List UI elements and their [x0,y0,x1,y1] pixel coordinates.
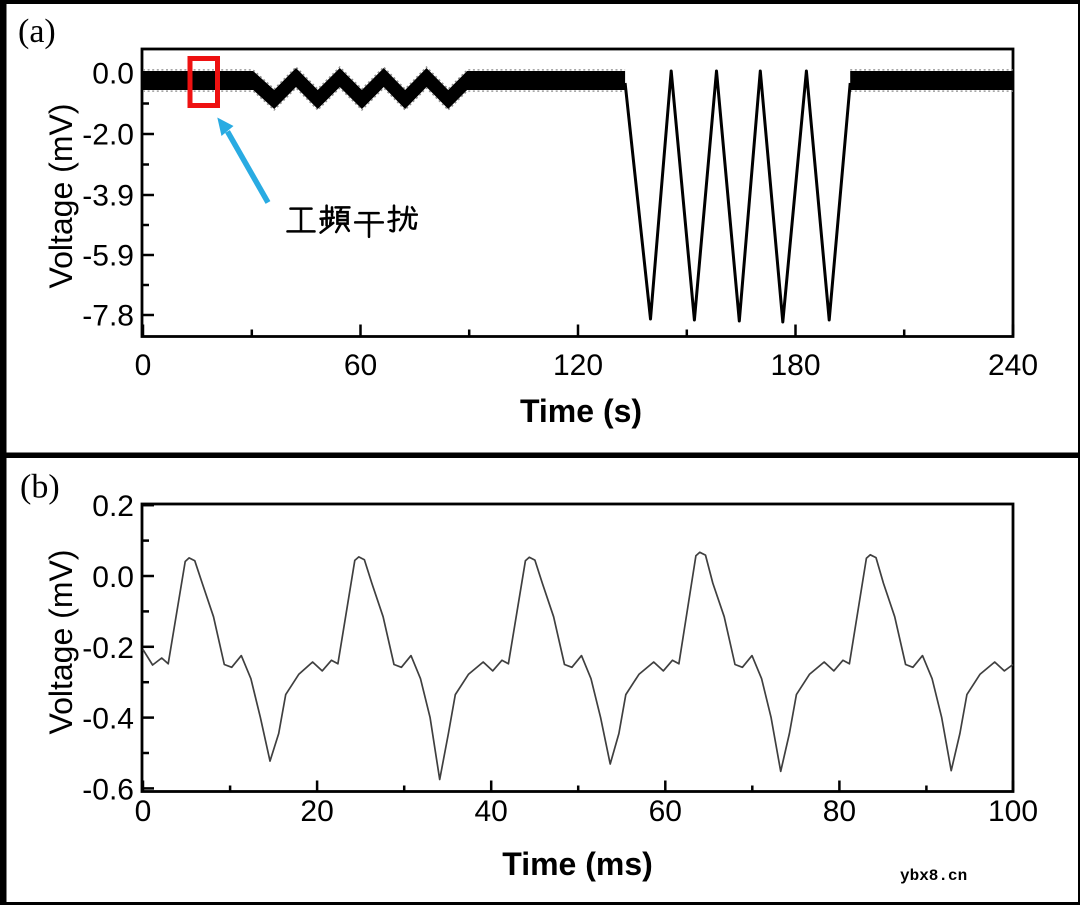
svg-text:-7.8: -7.8 [82,300,134,333]
svg-text:60: 60 [344,349,377,382]
svg-text:-0.4: -0.4 [82,703,134,736]
svg-text:Time (s): Time (s) [520,393,642,429]
svg-text:0: 0 [135,795,152,828]
svg-text:Voltage (mV): Voltage (mV) [43,550,79,735]
svg-text:0: 0 [135,349,152,382]
svg-text:-0.6: -0.6 [82,773,134,806]
svg-text:0.0: 0.0 [92,58,134,91]
svg-text:80: 80 [823,795,856,828]
svg-text:180: 180 [770,349,820,382]
svg-text:100: 100 [988,795,1038,828]
svg-text:Time (ms): Time (ms) [502,846,653,882]
svg-text:20: 20 [300,795,333,828]
svg-text:ybx8.cn: ybx8.cn [900,867,967,885]
svg-text:0.0: 0.0 [92,561,134,594]
svg-text:240: 240 [988,349,1038,382]
svg-text:60: 60 [649,795,682,828]
svg-text:(a): (a) [18,13,56,50]
svg-text:-5.9: -5.9 [82,240,134,273]
svg-text:(b): (b) [20,469,60,506]
svg-text:-2.0: -2.0 [82,119,134,152]
svg-text:Voltage (mV): Voltage (mV) [43,104,79,289]
svg-text:-3.9: -3.9 [82,180,134,213]
svg-text:40: 40 [475,795,508,828]
svg-text:0.2: 0.2 [92,490,134,523]
svg-text:120: 120 [553,349,603,382]
svg-text:-0.2: -0.2 [82,632,134,665]
